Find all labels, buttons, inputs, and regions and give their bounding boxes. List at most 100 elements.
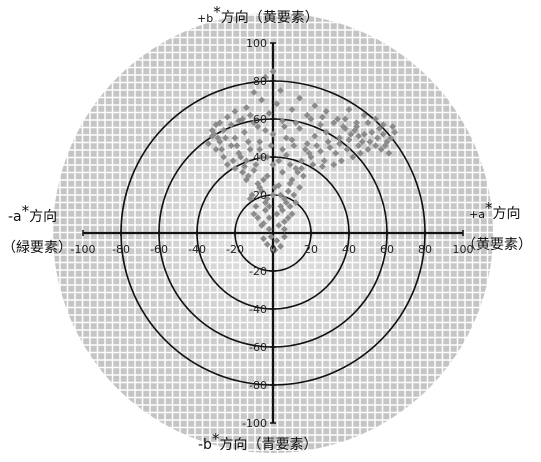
data-point: [220, 127, 227, 134]
data-point: [265, 225, 273, 233]
data-point: [229, 157, 237, 165]
data-point: [243, 157, 250, 165]
data-point: [377, 146, 385, 153]
data-point: [290, 142, 298, 149]
data-point: [326, 144, 334, 151]
data-point: [355, 142, 362, 149]
data-point: [292, 199, 300, 206]
data-point: [364, 119, 372, 127]
data-point: [288, 210, 296, 218]
data-point: [292, 119, 300, 127]
y-axis-negative-label: -b*方向（青要素）: [198, 430, 318, 453]
data-point: [273, 100, 281, 108]
data-point: [279, 168, 286, 176]
data-point: [288, 106, 296, 113]
axes: [82, 42, 464, 424]
data-point: [237, 153, 245, 161]
data-point: [277, 191, 284, 199]
data-point: [241, 128, 248, 136]
data-point: [351, 127, 359, 134]
data-point: [307, 115, 315, 123]
x-tick-label: -100: [71, 243, 96, 256]
data-point: [286, 203, 294, 210]
data-point: [254, 214, 262, 222]
y-tick-label: 60: [253, 113, 267, 126]
data-point: [258, 153, 265, 161]
x-tick-label: -40: [188, 243, 206, 256]
data-point: [357, 149, 364, 157]
data-point: [250, 166, 258, 174]
data-point: [233, 142, 241, 149]
data-point: [303, 140, 311, 148]
y-tick-label: -80: [249, 379, 267, 392]
data-point: [301, 146, 309, 153]
data-point: [317, 121, 324, 129]
data-point: [263, 172, 271, 180]
data-point: [290, 191, 298, 199]
data-point: [244, 172, 252, 180]
data-point: [216, 119, 224, 127]
x-tick-label: -20: [226, 243, 244, 256]
data-point: [355, 132, 362, 140]
data-point: [332, 149, 340, 157]
data-point: [262, 127, 269, 134]
x-tick-label: 20: [304, 243, 318, 256]
data-point: [311, 102, 319, 110]
data-point: [218, 146, 226, 153]
data-point: [324, 138, 332, 146]
data-point: [265, 203, 273, 210]
y-tick-label: 20: [253, 189, 267, 202]
data-point: [239, 168, 246, 176]
data-point: [372, 142, 379, 149]
y-tick-label: -60: [249, 341, 267, 354]
y-tick-label: -40: [249, 303, 267, 316]
x-axis-negative-label: -a*方向: [8, 202, 58, 225]
data-point: [282, 151, 290, 159]
data-point: [391, 128, 398, 136]
data-point: [248, 191, 256, 199]
data-point: [330, 119, 338, 127]
data-point: [224, 113, 231, 121]
data-point: [246, 146, 254, 153]
data-point: [231, 108, 239, 115]
data-point: [334, 115, 341, 123]
y-tick-label: 40: [253, 151, 267, 164]
data-point: [256, 184, 264, 191]
data-point: [339, 123, 347, 130]
data-point: [298, 165, 305, 172]
data-point: [347, 130, 355, 138]
data-point: [296, 184, 303, 191]
data-point: [252, 161, 260, 168]
data-point: [258, 222, 265, 229]
data-point: [303, 111, 311, 119]
data-point: [320, 157, 328, 165]
data-point: [330, 161, 338, 168]
data-point: [231, 134, 239, 142]
data-point: [336, 134, 343, 142]
x-tick-label: -80: [112, 243, 130, 256]
data-point: [300, 172, 307, 180]
tick-labels: -100 -80 -60 -40 -20 0 20 40 60 80 100-100-80-60-4…: [71, 37, 474, 430]
data-point: [220, 153, 227, 161]
y-tick-label: -100: [242, 417, 267, 430]
data-point: [336, 140, 343, 148]
data-point: [227, 121, 235, 129]
data-point: [254, 123, 262, 130]
data-point: [296, 94, 303, 102]
data-point: [212, 146, 220, 153]
data-point: [231, 165, 239, 172]
data-point: [239, 115, 246, 123]
data-point: [224, 161, 231, 168]
data-point: [205, 140, 212, 148]
data-point: [279, 206, 286, 214]
data-point: [284, 187, 292, 195]
data-point: [345, 136, 353, 144]
data-point: [281, 233, 288, 241]
x-axis-negative-note: （緑要素）: [2, 240, 72, 256]
data-point: [387, 134, 395, 142]
data-point: [277, 242, 284, 250]
data-point: [281, 225, 288, 233]
data-point: [269, 68, 277, 75]
data-point: [273, 210, 281, 218]
data-point: [227, 142, 235, 149]
